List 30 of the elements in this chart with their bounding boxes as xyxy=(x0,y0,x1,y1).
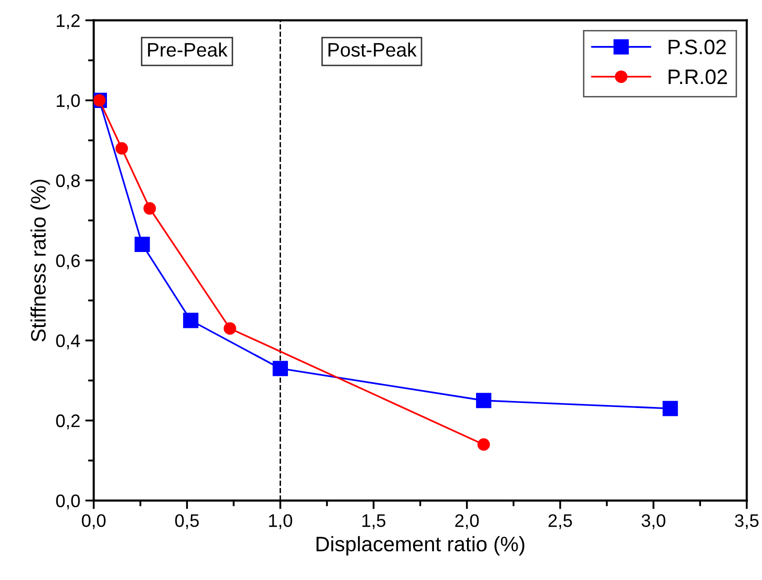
point xyxy=(272,360,288,376)
y-tick-label: 0,6 xyxy=(56,254,80,270)
x-tick-label: 3,5 xyxy=(734,514,759,530)
legend-label: P.R.02 xyxy=(668,69,727,84)
point xyxy=(477,438,490,451)
y-tick-label: 0,0 xyxy=(56,494,80,510)
point xyxy=(662,400,678,416)
x-tick-label: 2,0 xyxy=(455,514,479,530)
point xyxy=(224,322,236,335)
x-tick-label: 0,5 xyxy=(175,514,199,530)
y-tick-label: 1,0 xyxy=(56,94,80,110)
annotation: Post-Peak xyxy=(328,42,417,57)
x-axis-title: Displacement ratio (%) xyxy=(316,536,524,556)
point xyxy=(476,392,492,408)
x-tick-label: 2,5 xyxy=(548,514,572,530)
x-tick-label: 0,0 xyxy=(82,514,106,530)
point xyxy=(143,202,156,215)
x-tick-label: 1,5 xyxy=(362,514,386,530)
point xyxy=(183,312,198,328)
y-tick-label: 0,4 xyxy=(56,334,80,350)
point xyxy=(115,142,128,155)
y-tick-label: 0,8 xyxy=(56,174,80,190)
x-tick-label: 3,0 xyxy=(642,514,666,530)
point xyxy=(134,236,150,252)
x-tick-label: 1,0 xyxy=(269,514,292,530)
annotation: Pre-Peak xyxy=(148,42,228,57)
y-tick-label: 1,2 xyxy=(56,14,80,30)
y-axis-title: Stiffness ratio (%) xyxy=(30,180,50,342)
y-tick-label: 0,2 xyxy=(56,414,80,430)
legend-label: P.S.02 xyxy=(668,40,726,54)
